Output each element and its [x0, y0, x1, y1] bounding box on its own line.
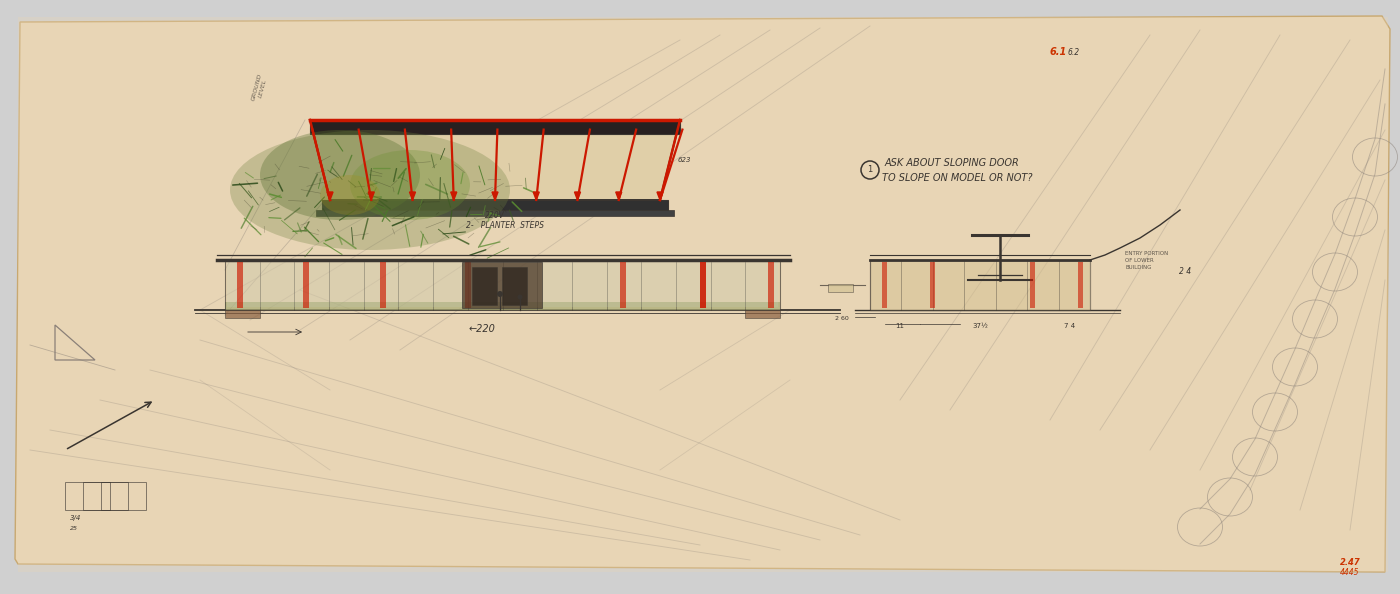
- Polygon shape: [533, 192, 539, 200]
- Bar: [745, 310, 780, 318]
- Text: 4445: 4445: [1340, 568, 1359, 577]
- Polygon shape: [451, 192, 456, 200]
- Text: 6.1: 6.1: [1050, 47, 1067, 57]
- Bar: [869, 260, 1091, 310]
- Polygon shape: [322, 200, 668, 210]
- Bar: [101, 482, 146, 510]
- Text: 623: 623: [678, 157, 692, 163]
- Text: 220V: 220V: [484, 211, 505, 220]
- Bar: [472, 267, 497, 305]
- Bar: [769, 262, 774, 308]
- Text: 3/4: 3/4: [70, 515, 81, 521]
- Text: GROUND
LEVEL: GROUND LEVEL: [251, 73, 269, 103]
- Polygon shape: [316, 210, 673, 216]
- Ellipse shape: [321, 175, 379, 215]
- Text: OF LOWER: OF LOWER: [1126, 258, 1154, 263]
- Bar: [700, 262, 706, 308]
- Bar: [827, 284, 853, 292]
- Text: TO SLOPE ON MODEL OR NOT?: TO SLOPE ON MODEL OR NOT?: [882, 173, 1033, 183]
- Bar: [225, 302, 780, 310]
- Ellipse shape: [260, 130, 420, 220]
- Circle shape: [518, 295, 522, 299]
- Bar: [302, 262, 309, 308]
- Text: ENTRY PORTION: ENTRY PORTION: [1126, 251, 1168, 256]
- Bar: [237, 262, 244, 308]
- Polygon shape: [574, 192, 581, 200]
- Text: 2 60: 2 60: [836, 316, 848, 321]
- Bar: [503, 267, 526, 305]
- Text: 6.2: 6.2: [1068, 48, 1081, 57]
- Polygon shape: [368, 192, 374, 200]
- Text: 25: 25: [70, 526, 78, 531]
- Text: ←220: ←220: [469, 324, 496, 334]
- Polygon shape: [309, 120, 680, 200]
- Bar: [620, 262, 626, 308]
- Polygon shape: [616, 192, 622, 200]
- Bar: [83, 482, 127, 510]
- Text: ASK ABOUT SLOPING DOOR: ASK ABOUT SLOPING DOOR: [885, 158, 1019, 168]
- Polygon shape: [328, 192, 333, 200]
- Bar: [225, 310, 260, 318]
- Text: 37½: 37½: [972, 323, 988, 329]
- Bar: [64, 482, 111, 510]
- Polygon shape: [409, 192, 416, 200]
- Bar: [1078, 262, 1084, 308]
- Ellipse shape: [230, 130, 510, 250]
- Polygon shape: [657, 192, 664, 200]
- Polygon shape: [15, 16, 1390, 572]
- Bar: [227, 262, 778, 307]
- Text: 2 4: 2 4: [1179, 267, 1191, 276]
- Bar: [225, 260, 780, 310]
- Ellipse shape: [350, 150, 470, 220]
- Bar: [882, 262, 888, 308]
- Polygon shape: [309, 120, 680, 134]
- Circle shape: [497, 291, 503, 297]
- Bar: [462, 262, 542, 308]
- Text: 7 4: 7 4: [1064, 323, 1075, 329]
- Text: 2.47: 2.47: [1340, 558, 1361, 567]
- Text: 2-   PLANTER  STEPS: 2- PLANTER STEPS: [466, 221, 545, 230]
- Text: BUILDING: BUILDING: [1126, 265, 1151, 270]
- Text: 1: 1: [868, 166, 872, 175]
- Bar: [465, 262, 470, 308]
- Bar: [379, 262, 386, 308]
- Bar: [930, 262, 935, 308]
- Text: 11: 11: [896, 323, 904, 329]
- Bar: [1030, 262, 1035, 308]
- Polygon shape: [491, 192, 498, 200]
- Bar: [700, 262, 706, 308]
